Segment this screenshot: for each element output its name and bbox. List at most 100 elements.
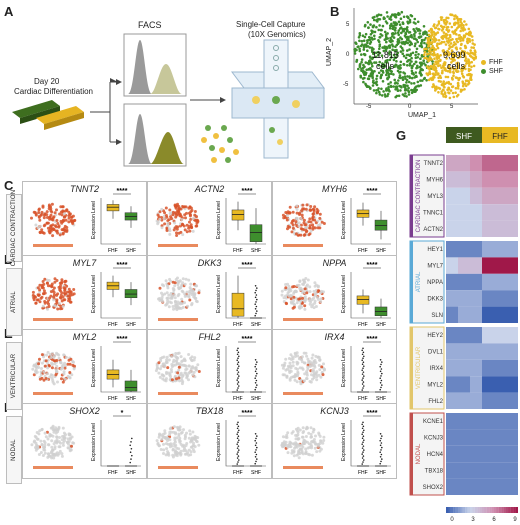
feature-point [37, 362, 41, 366]
umap-point-shf [373, 34, 376, 38]
feature-point [294, 220, 298, 224]
boxplot-outlier [363, 375, 365, 377]
feature-point [68, 292, 72, 296]
feature-point [314, 292, 318, 295]
umap-point-shf [388, 39, 391, 43]
umap-point-fhf [467, 81, 471, 85]
feature-point [303, 439, 307, 443]
feature-point [57, 445, 61, 449]
feature-point [297, 224, 301, 228]
feature-point [71, 222, 75, 225]
feature-point [34, 223, 38, 227]
umap-point-fhf [426, 65, 429, 68]
boxplot-outlier [362, 351, 365, 354]
heatmap-gene-label: MYL7 [427, 264, 443, 270]
boxplot-xtick: SHF [251, 470, 261, 476]
feature-point [179, 301, 182, 305]
significance-stars: * [121, 410, 124, 417]
heatmap-cell [446, 273, 458, 291]
feature-point [58, 212, 62, 216]
boxplot-outlier [237, 441, 239, 443]
feature-point [42, 216, 46, 220]
feature-point [168, 378, 172, 382]
umap-point-shf [367, 67, 371, 71]
umap-point-fhf [455, 69, 458, 73]
umap-point-fhf [468, 54, 472, 58]
umap-point-shf [407, 90, 411, 94]
umap-point-shf [375, 25, 378, 29]
heatmap-gene-label: FHL2 [428, 399, 443, 405]
feature-point [60, 438, 64, 442]
heatmap-cell [482, 327, 494, 344]
umap-point-shf [412, 73, 415, 76]
umap-point-shf [383, 64, 387, 67]
heatmap-cell [482, 462, 494, 479]
boxplot-outlier [255, 442, 258, 444]
feature-point [176, 276, 179, 280]
umap-point-shf [422, 59, 425, 62]
boxplot-outlier [361, 437, 364, 439]
boxplot-outlier [254, 444, 257, 447]
heatmap-scale-segment [510, 507, 514, 513]
heatmap-group-label: CARDIAC CONTRACTION [416, 160, 422, 233]
feature-point [188, 429, 192, 433]
feature-point [55, 364, 59, 368]
feature-point [55, 208, 58, 212]
heatmap-cell [506, 429, 518, 446]
umap-point-shf [419, 57, 422, 60]
umap-point-shf [417, 53, 420, 56]
feature-point [284, 357, 288, 361]
umap-point-fhf [430, 46, 434, 50]
umap-point-fhf [449, 70, 452, 74]
umap-point-shf [399, 76, 402, 80]
boxplot-box-shf [124, 380, 138, 392]
umap-point-fhf [437, 27, 440, 31]
significance-stars: **** [117, 262, 128, 269]
umap-point-shf [401, 78, 405, 81]
boxplot-outlier [362, 431, 364, 434]
expression-panel-tnnt2: TNNT2 Expression Level FHF SHF **** [22, 181, 147, 257]
feature-point [42, 289, 46, 293]
feature-point [40, 286, 44, 290]
boxplot-outlier [381, 446, 383, 449]
feature-point [158, 367, 162, 371]
umap-point-shf [419, 84, 423, 87]
legend-label: FHF [489, 59, 503, 66]
feature-point [312, 440, 315, 444]
umap-point-shf [397, 38, 400, 41]
umap-point-fhf [432, 30, 435, 34]
feature-point [46, 437, 50, 441]
umap-point-shf [386, 92, 390, 96]
feature-scale-bar [283, 244, 323, 247]
fhf-cells-word: cells [447, 61, 466, 71]
heatmap-cell [494, 220, 506, 237]
umap-point-fhf [428, 56, 432, 59]
heatmap-gene-label: ACTN2 [423, 227, 443, 233]
boxplot-outlier [236, 389, 238, 391]
umap-point-fhf [457, 78, 460, 82]
boxplot-xtick: SHF [376, 470, 386, 476]
feature-point [160, 207, 164, 211]
feature-point [173, 284, 177, 288]
umap-point-shf [387, 74, 391, 78]
feature-point [194, 284, 198, 288]
umap-point-fhf [446, 66, 450, 70]
feature-point [299, 233, 303, 237]
heatmap-cell [458, 462, 470, 479]
boxplot-outlier [361, 363, 364, 365]
feature-point [300, 355, 304, 359]
umap-point-shf [369, 23, 372, 26]
feature-point [318, 212, 322, 216]
feature-point [60, 228, 64, 232]
boxplot-ylabel: Expression Level [341, 275, 347, 313]
umap-point-shf [371, 80, 375, 84]
heatmap-scale-segment [474, 507, 478, 513]
umap-point-shf [368, 59, 372, 62]
feature-point [43, 301, 47, 305]
legend-dot-icon [481, 69, 486, 74]
boxplot-outlier [237, 371, 240, 373]
feature-point [304, 277, 308, 280]
feature-point [322, 362, 325, 366]
